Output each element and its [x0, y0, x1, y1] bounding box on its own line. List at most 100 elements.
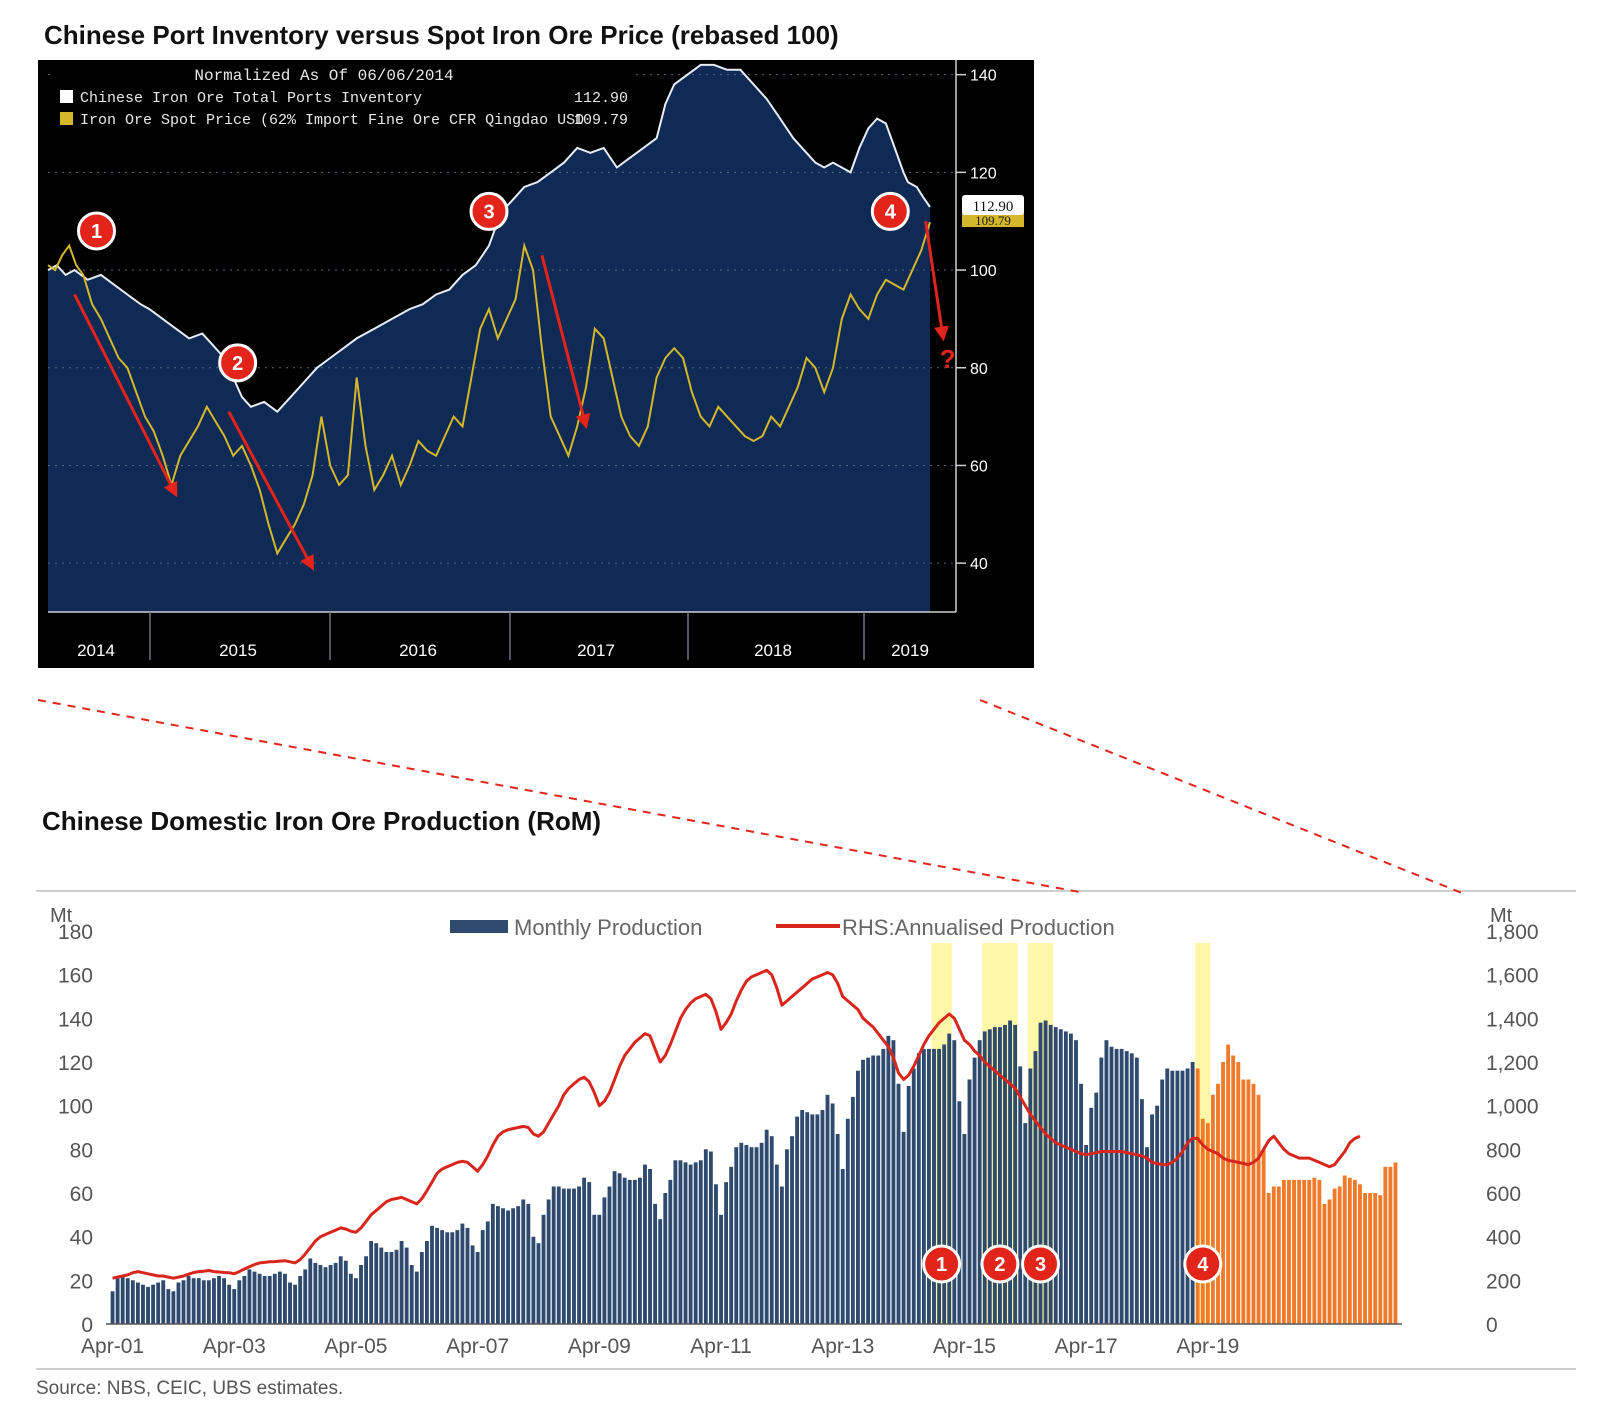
top-annotation-badge-3-text: 3	[483, 201, 494, 223]
production-bar	[252, 1271, 257, 1324]
production-bar	[1317, 1179, 1322, 1324]
bottom-y-right-tick-label: 1,800	[1486, 921, 1539, 944]
production-bar	[820, 1110, 825, 1324]
production-bar	[1271, 1186, 1276, 1324]
bottom-y-left-tick-label: 20	[70, 1270, 93, 1293]
production-bar	[1210, 1094, 1215, 1325]
inventory-last-tag-bg	[962, 195, 1024, 216]
production-bar	[921, 1048, 926, 1324]
bottom-y-right-tick-label: 1,000	[1486, 1096, 1539, 1119]
production-bar	[1205, 1123, 1210, 1324]
production-bar	[1074, 1040, 1078, 1324]
production-bar	[566, 1188, 571, 1324]
production-bar	[1013, 1024, 1018, 1324]
production-bar	[693, 1162, 698, 1324]
bottom-annotation-badge-3: 3	[1021, 1244, 1061, 1284]
production-bar	[419, 1252, 424, 1324]
production-bar	[1058, 1029, 1063, 1325]
production-bar	[511, 1208, 516, 1324]
production-bar	[708, 1151, 713, 1324]
production-bar	[490, 1203, 495, 1324]
production-bar	[196, 1278, 201, 1324]
production-bar	[521, 1199, 526, 1324]
top-annotation-badge-1-text: 1	[91, 221, 102, 243]
production-bar	[247, 1269, 252, 1324]
production-bar	[927, 1048, 931, 1324]
production-bar	[551, 1186, 556, 1324]
production-bar	[607, 1186, 612, 1324]
production-bar	[572, 1188, 576, 1324]
production-bar	[714, 1184, 718, 1324]
production-bar	[1063, 1031, 1068, 1324]
production-bar	[840, 1169, 845, 1324]
production-bar	[430, 1225, 434, 1325]
bottom-y-left-tick-label: 180	[58, 921, 93, 944]
bottom-annotation-badge-3-text: 3	[1035, 1254, 1046, 1276]
production-bar	[739, 1142, 744, 1324]
production-bar	[1297, 1179, 1302, 1324]
bottom-y-left-tick-label: 60	[70, 1183, 93, 1206]
bottom-annotation-badge-1-text: 1	[936, 1254, 947, 1276]
bottom-y-right-tick-label: 800	[1486, 1139, 1521, 1162]
production-bar	[460, 1223, 465, 1324]
production-bar	[637, 1177, 642, 1324]
production-bar	[1287, 1179, 1291, 1324]
production-bar	[845, 1118, 850, 1324]
production-bar	[455, 1230, 460, 1324]
production-bar	[779, 1186, 784, 1324]
production-bar	[1043, 1020, 1048, 1324]
bottom-y-right-tick-label: 400	[1486, 1227, 1521, 1250]
production-bar	[703, 1149, 708, 1324]
production-bar	[465, 1227, 470, 1324]
production-bar	[206, 1280, 211, 1324]
price-last-tag: 109.79	[975, 213, 1011, 228]
bottom-annotation-badge-1: 1	[922, 1244, 962, 1284]
production-bar	[962, 1134, 967, 1324]
production-bar	[283, 1273, 287, 1324]
production-bar	[825, 1094, 830, 1325]
production-bar	[1221, 1062, 1225, 1324]
production-bar	[1246, 1079, 1251, 1324]
production-bar	[992, 1027, 997, 1324]
bottom-annotation-badge-2-text: 2	[994, 1254, 1005, 1276]
production-bar	[769, 1136, 774, 1324]
production-bar	[881, 1048, 886, 1324]
production-bar	[409, 1265, 414, 1324]
production-bar	[506, 1210, 510, 1324]
production-bar	[1023, 1123, 1028, 1324]
production-bar	[916, 1053, 921, 1324]
production-bar	[982, 1031, 987, 1324]
production-bar	[1079, 1083, 1083, 1324]
production-bar	[379, 1247, 384, 1324]
bottom-x-tick-label: Apr-01	[81, 1335, 144, 1358]
top-legend-swatch-2	[60, 112, 73, 125]
production-bar	[485, 1221, 490, 1324]
legend-swatch-monthly	[450, 920, 508, 933]
top-chart: 140 120 100 80 60 40 2014 2015 2016 2017 2018 2019 1…	[38, 60, 1034, 668]
bottom-chart-title: Chinese Domestic Iron Ore Production (Ro…	[42, 806, 602, 836]
top-annotation-badge-3: 3	[469, 191, 509, 231]
top-y-tick-label: 140	[970, 68, 997, 85]
production-bar	[987, 1029, 992, 1325]
production-bar	[658, 1219, 663, 1324]
production-bar	[450, 1232, 455, 1324]
production-bar	[729, 1166, 734, 1324]
bottom-y-left-tick-label: 40	[70, 1227, 93, 1250]
production-bar	[435, 1227, 439, 1324]
production-bar	[1048, 1024, 1053, 1324]
zoom-connector-left	[37, 699, 1086, 894]
production-bar	[151, 1284, 156, 1324]
production-bar	[592, 1214, 597, 1324]
top-annotation-badge-2-circle	[218, 343, 258, 383]
production-bar	[937, 1048, 942, 1324]
production-bar	[135, 1282, 140, 1324]
production-bar	[277, 1271, 282, 1324]
top-annotation-badge-1: 1	[77, 211, 117, 251]
production-bar	[328, 1265, 333, 1324]
production-bar	[688, 1164, 693, 1324]
inventory-last-tag: 112.90	[973, 199, 1014, 215]
price-line	[47, 221, 931, 556]
production-bar	[643, 1164, 647, 1324]
production-bar	[1352, 1179, 1357, 1324]
